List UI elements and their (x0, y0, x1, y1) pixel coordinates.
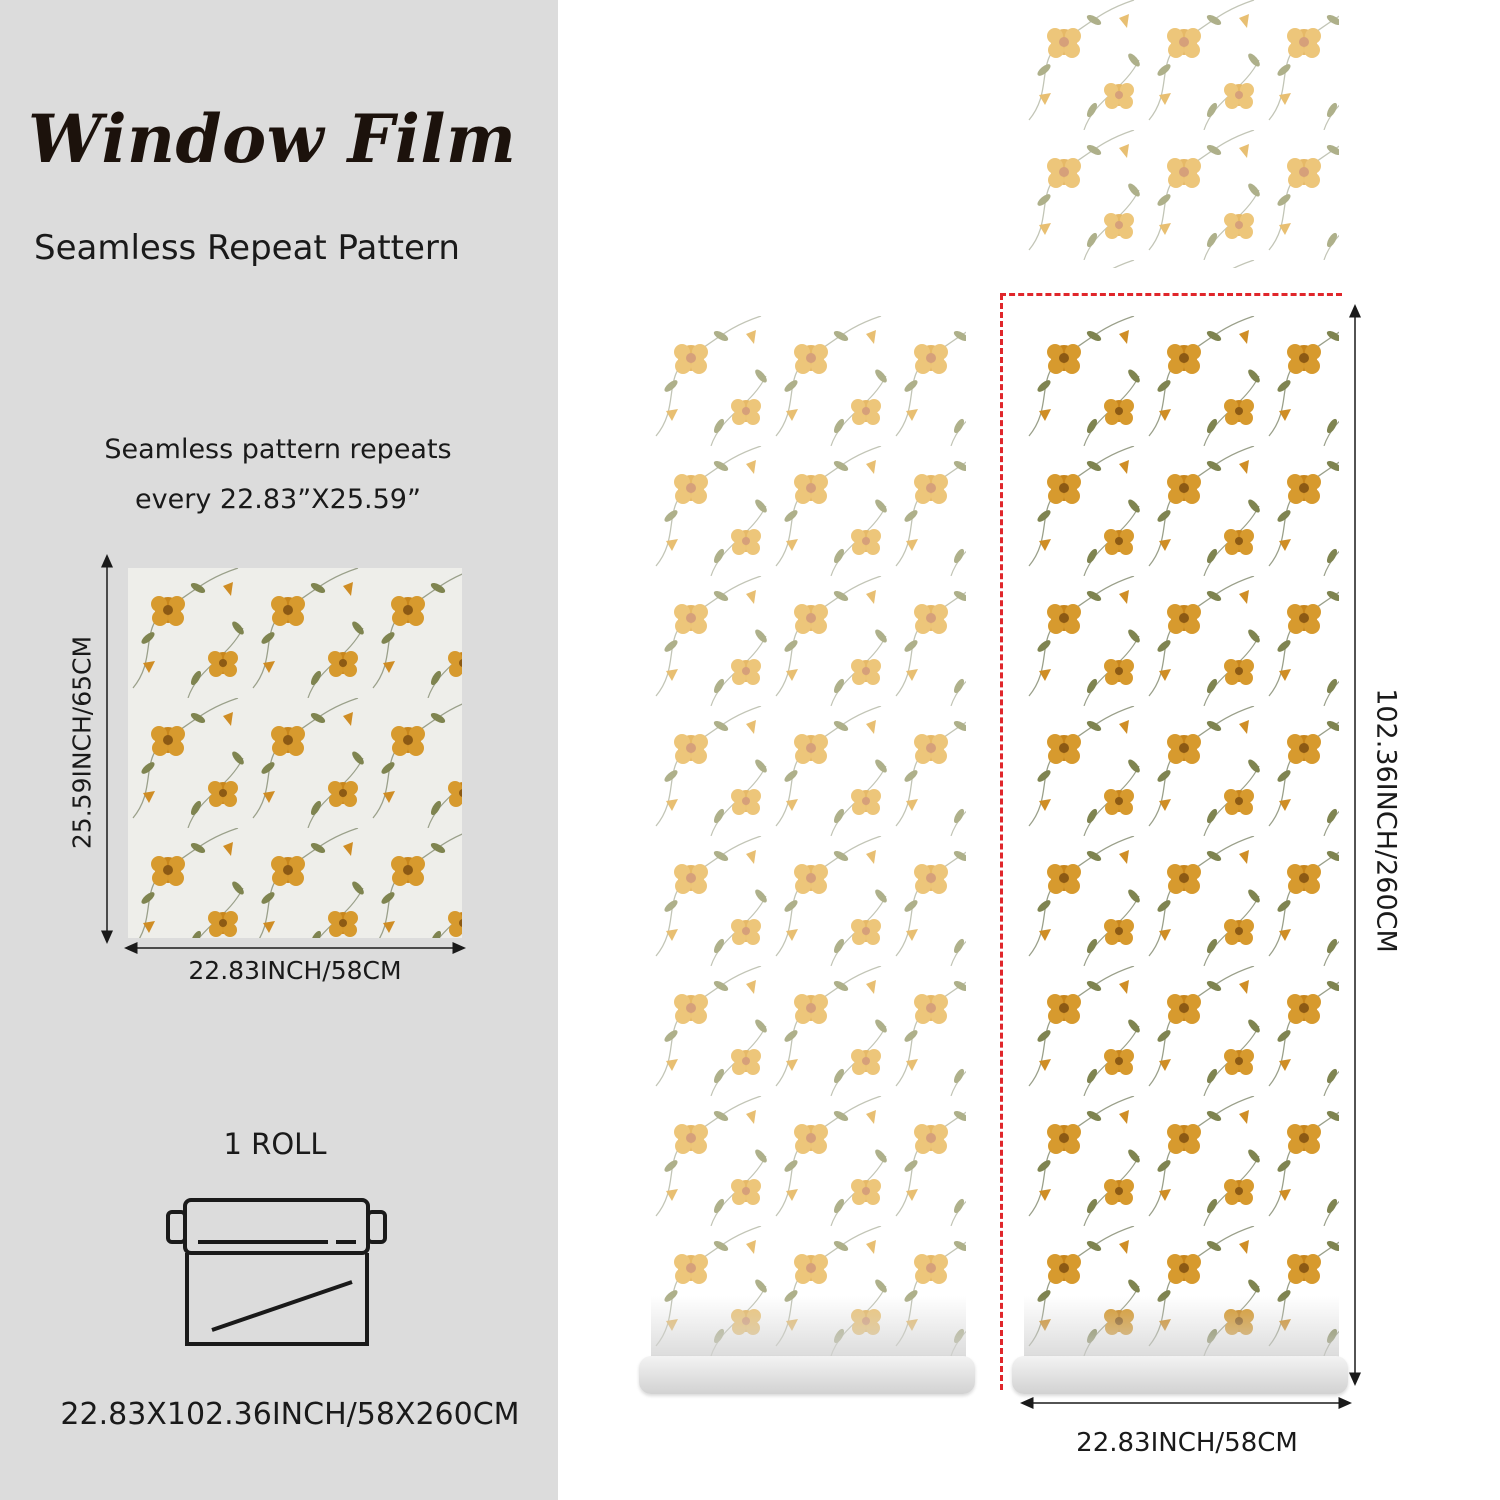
repeat-note-line-2: every 22.83”X25.59” (135, 484, 421, 515)
repeat-note: Seamless pattern repeats every 22.83”X25… (40, 425, 516, 525)
roll-length-label: 102.36INCH/260CM (1370, 688, 1402, 953)
tile-width-label: 22.83INCH/58CM (188, 956, 402, 985)
roll-size-label: 22.83X102.36INCH/58X260CM (60, 1397, 520, 1432)
film-pattern-dark (1024, 316, 1339, 1366)
pattern-repeat-tile (128, 568, 462, 938)
film-roll-unrolled-dark (1024, 316, 1339, 1366)
tile-height-label: 25.59INCH/65CM (67, 635, 97, 850)
repeat-note-line-1: Seamless pattern repeats (104, 434, 452, 465)
repeat-guide-horizontal (1000, 293, 1342, 296)
film-pattern-light (651, 316, 966, 1366)
film-roll-unrolled-light (651, 316, 966, 1366)
page-title: Window Film (28, 100, 517, 178)
roll-count-label: 1 ROLL (223, 1127, 327, 1161)
page-subtitle: Seamless Repeat Pattern (34, 228, 460, 268)
pattern-tile-image (128, 568, 462, 938)
pattern-continuation-image (1024, 0, 1339, 268)
film-roll-icon (166, 1198, 387, 1346)
roll-cylinder-light (639, 1356, 975, 1394)
info-panel: Window Film Seamless Repeat Pattern Seam… (0, 0, 558, 1500)
pattern-continuation-preview (1024, 0, 1339, 268)
roll-cylinder-dark (1012, 1356, 1348, 1394)
roll-shadow (651, 1296, 966, 1366)
repeat-guide-vertical (1000, 294, 1003, 1390)
roll-width-label: 22.83INCH/58CM (1076, 1428, 1298, 1458)
roll-shadow (1024, 1296, 1339, 1366)
